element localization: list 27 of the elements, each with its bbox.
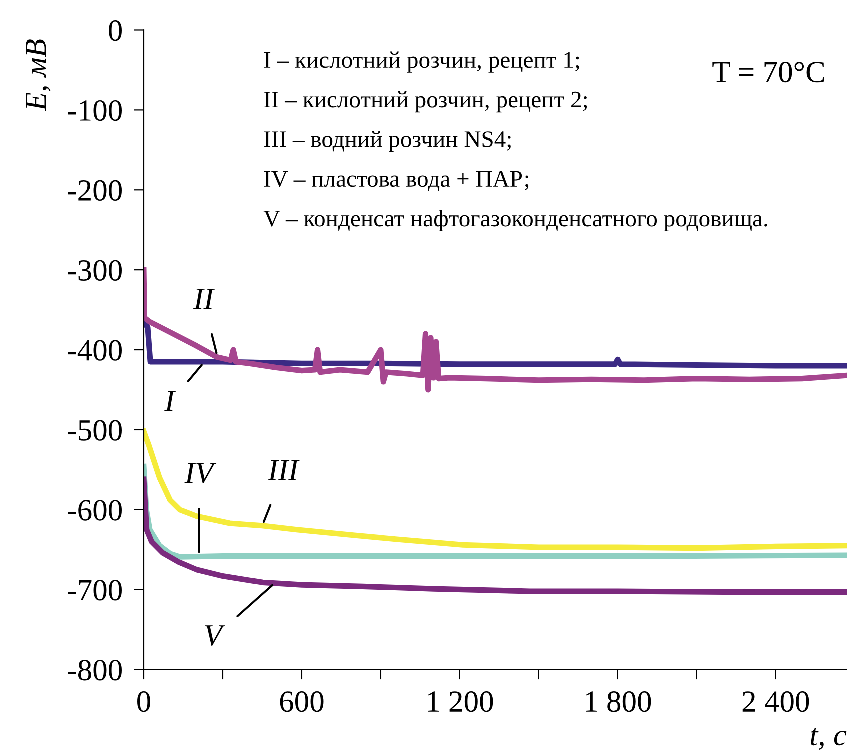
- y-tick-label: -400: [68, 340, 122, 361]
- annotation: I: [164, 391, 176, 412]
- y-tick-label: -300: [68, 260, 122, 281]
- annotation: V: [205, 626, 226, 646]
- x-axis-title: t, с: [811, 728, 847, 750]
- annotation: T = 70°C: [712, 62, 824, 83]
- x-tick-label: 1 200: [428, 692, 494, 712]
- y-tick-label: -800: [68, 660, 122, 681]
- x-tick-label: 600: [280, 692, 324, 712]
- y-tick-label: -200: [68, 180, 122, 202]
- x-tick-label: 2 400: [742, 692, 810, 712]
- x-tick-label: 1 800: [586, 692, 652, 712]
- x-tick-label: 0: [138, 692, 150, 712]
- annotation: I – кислотний розчин, рецепт 1;: [264, 52, 580, 73]
- y-tick-label: -600: [68, 500, 122, 521]
- annotation: V – конденсат нафтогазоконденсатного родовища.: [264, 210, 768, 232]
- y-tick-label: 0: [109, 20, 122, 42]
- annotation: II: [194, 289, 216, 310]
- y-tick-label: -700: [68, 580, 122, 601]
- y-tick-label: -100: [68, 100, 122, 122]
- annotation: III: [268, 460, 300, 480]
- y-axis-title: E, мВ: [26, 40, 51, 112]
- annotation: III – водний розчин NS4;: [264, 131, 511, 152]
- annotation: IV: [184, 463, 217, 484]
- annotation: IV – пластова вода + ПАР;: [264, 171, 529, 192]
- annotation: II – кислотний розчин, рецепт 2;: [264, 91, 588, 113]
- y-tick-label: -500: [68, 420, 122, 441]
